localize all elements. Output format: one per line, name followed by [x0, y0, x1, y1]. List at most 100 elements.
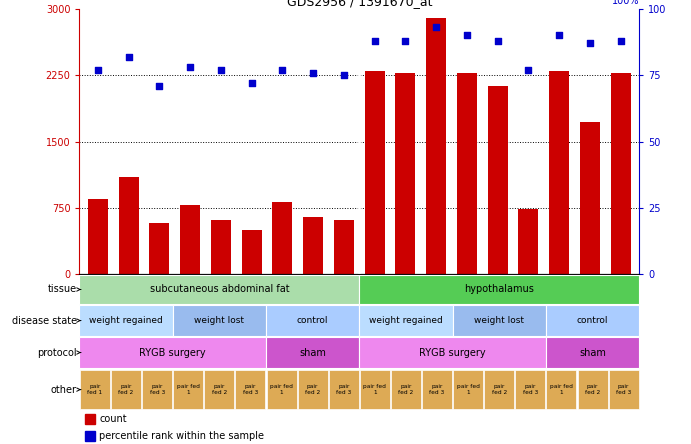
Text: pair
fed 3: pair fed 3	[616, 384, 632, 395]
Bar	[85, 414, 95, 424]
Bar	[515, 370, 545, 409]
Text: count: count	[99, 414, 126, 424]
Bar	[334, 219, 354, 274]
Bar	[484, 370, 514, 409]
Point	[400, 37, 411, 44]
Text: pair
fed 2: pair fed 2	[118, 384, 134, 395]
Bar	[391, 370, 421, 409]
Point	[585, 40, 596, 47]
Title: GDS2956 / 1391670_at: GDS2956 / 1391670_at	[287, 0, 432, 8]
Bar	[422, 370, 452, 409]
Bar	[142, 370, 172, 409]
Text: hypothalamus: hypothalamus	[464, 285, 534, 294]
Text: disease state: disease state	[12, 316, 77, 325]
Point	[369, 37, 380, 44]
Text: pair
fed 3: pair fed 3	[243, 384, 258, 395]
Point	[523, 67, 534, 74]
Point	[216, 67, 227, 74]
Text: 100%: 100%	[612, 0, 639, 6]
Bar	[547, 370, 576, 409]
Bar	[365, 71, 385, 274]
Text: RYGB surgery: RYGB surgery	[140, 348, 206, 357]
Bar	[211, 219, 231, 274]
Bar	[298, 370, 328, 409]
Text: pair fed
1: pair fed 1	[550, 384, 573, 395]
Text: weight lost: weight lost	[194, 316, 245, 325]
Text: pair
fed 3: pair fed 3	[336, 384, 352, 395]
Text: pair
fed 3: pair fed 3	[429, 384, 445, 395]
Text: percentile rank within the sample: percentile rank within the sample	[99, 431, 264, 441]
Bar	[359, 275, 639, 304]
Bar	[266, 337, 359, 368]
Bar	[173, 305, 266, 336]
Bar	[546, 305, 639, 336]
Bar	[360, 370, 390, 409]
Bar	[88, 199, 108, 274]
Bar	[359, 337, 546, 368]
Point	[154, 82, 165, 89]
Text: pair
fed 2: pair fed 2	[305, 384, 321, 395]
Text: pair fed
1: pair fed 1	[177, 384, 200, 395]
Bar	[457, 73, 477, 274]
Bar	[549, 71, 569, 274]
Text: pair
fed 2: pair fed 2	[585, 384, 600, 395]
Bar	[453, 305, 546, 336]
Point	[277, 67, 288, 74]
Bar	[266, 305, 359, 336]
Text: RYGB surgery: RYGB surgery	[419, 348, 486, 357]
Text: subcutaneous abdominal fat: subcutaneous abdominal fat	[149, 285, 290, 294]
Bar	[79, 305, 173, 336]
Bar	[267, 370, 296, 409]
Point	[123, 53, 134, 60]
Bar	[149, 223, 169, 274]
Text: pair
fed 2: pair fed 2	[491, 384, 507, 395]
Point	[492, 37, 503, 44]
Text: pair fed
1: pair fed 1	[270, 384, 293, 395]
Point	[246, 79, 257, 87]
Text: pair fed
1: pair fed 1	[457, 384, 480, 395]
Bar	[329, 370, 359, 409]
Text: weight regained: weight regained	[89, 316, 163, 325]
Point	[184, 64, 196, 71]
Point	[553, 32, 565, 39]
Bar	[272, 202, 292, 274]
Bar	[111, 370, 141, 409]
Bar	[488, 86, 508, 274]
Text: weight regained: weight regained	[369, 316, 443, 325]
Bar	[119, 177, 139, 274]
Bar	[453, 370, 483, 409]
Bar	[580, 122, 600, 274]
Bar	[578, 370, 607, 409]
Text: weight lost: weight lost	[474, 316, 524, 325]
Text: other: other	[50, 385, 77, 395]
Bar	[546, 337, 639, 368]
Point	[430, 24, 442, 31]
Text: control: control	[577, 316, 608, 325]
Bar	[80, 370, 110, 409]
Bar	[173, 370, 203, 409]
Bar	[242, 230, 262, 274]
Text: protocol: protocol	[37, 348, 77, 357]
Point	[462, 32, 473, 39]
Bar	[79, 275, 359, 304]
Bar	[180, 206, 200, 274]
Text: pair
fed 2: pair fed 2	[398, 384, 414, 395]
Bar	[359, 305, 453, 336]
Bar	[85, 432, 95, 441]
Text: pair
fed 2: pair fed 2	[211, 384, 227, 395]
Point	[93, 67, 104, 74]
Bar	[236, 370, 265, 409]
Point	[307, 69, 319, 76]
Text: pair
fed 1: pair fed 1	[88, 384, 102, 395]
Point	[615, 37, 626, 44]
Bar	[609, 370, 638, 409]
Bar	[426, 18, 446, 274]
Text: sham: sham	[579, 348, 606, 357]
Bar	[303, 217, 323, 274]
Text: control: control	[297, 316, 328, 325]
Text: pair
fed 3: pair fed 3	[522, 384, 538, 395]
Bar	[611, 73, 631, 274]
Point	[339, 71, 350, 79]
Text: pair
fed 3: pair fed 3	[149, 384, 165, 395]
Bar	[518, 209, 538, 274]
